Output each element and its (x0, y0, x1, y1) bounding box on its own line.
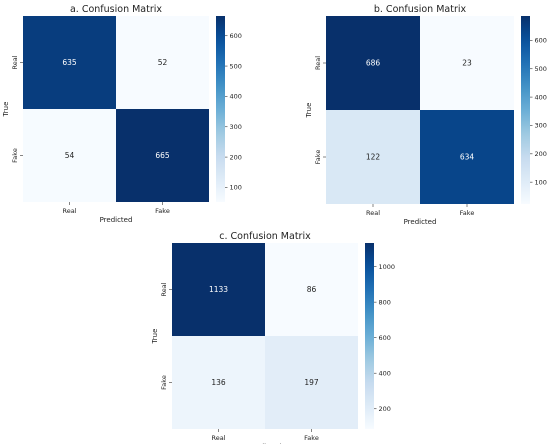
x-tick-label: Fake (304, 434, 319, 442)
chart-title: b. Confusion Matrix (374, 4, 467, 15)
heatmap-cell (116, 16, 209, 109)
cell-value-label: 122 (366, 153, 381, 162)
heatmap-cell (116, 109, 209, 202)
cell-value-label: 136 (211, 378, 226, 387)
heatmap-cell (172, 336, 265, 429)
colorbar (365, 243, 374, 429)
cell-value-label: 86 (307, 285, 317, 294)
cell-value-label: 52 (158, 58, 168, 67)
y-axis-label: True (2, 102, 10, 118)
colorbar (521, 16, 530, 204)
colorbar-tick-label: 400 (535, 93, 547, 101)
heatmap-cell (326, 16, 420, 110)
x-tick-label: Fake (155, 207, 170, 215)
colorbar-tick-label: 500 (535, 65, 547, 73)
colorbar-tick-label: 500 (230, 62, 242, 70)
x-axis-label: Predicted (100, 216, 133, 224)
chart-title: c. Confusion Matrix (219, 231, 311, 242)
colorbar-tick-label: 1000 (379, 263, 396, 271)
heatmap-cell (172, 243, 265, 336)
x-tick-label: Real (62, 207, 76, 215)
colorbar-tick-label: 200 (379, 405, 391, 413)
y-tick-label: Real (11, 55, 19, 69)
heatmap-cell (23, 109, 116, 202)
y-axis-label: True (151, 329, 159, 345)
x-tick-label: Real (211, 434, 225, 442)
colorbar-tick-label: 100 (535, 178, 547, 186)
colorbar-tick-label: 600 (535, 37, 547, 45)
chart-title: a. Confusion Matrix (70, 4, 162, 15)
heatmap-cell (420, 16, 514, 110)
colorbar-tick-label: 300 (230, 123, 242, 131)
colorbar-tick-label: 100 (230, 184, 242, 192)
heatmap-cell (265, 243, 358, 336)
y-axis-label: True (305, 103, 313, 119)
cell-value-label: 54 (65, 151, 75, 160)
heatmap-cell (420, 110, 514, 204)
cell-value-label: 1133 (209, 285, 228, 294)
colorbar-tick-label: 200 (230, 153, 242, 161)
x-tick-label: Fake (460, 209, 475, 217)
y-tick-label: Real (314, 56, 322, 70)
x-tick-label: Real (366, 209, 380, 217)
cell-value-label: 665 (155, 151, 170, 160)
heatmap-cell (23, 16, 116, 109)
heatmap-cell (265, 336, 358, 429)
y-tick-label: Fake (160, 375, 168, 390)
cell-value-label: 23 (462, 59, 472, 68)
cell-value-label: 197 (304, 378, 319, 387)
colorbar-tick-label: 800 (379, 298, 391, 306)
colorbar-tick-label: 200 (535, 150, 547, 158)
confusion-matrix-panel-a: a. Confusion Matrix 635 52 54 665 Real Fake Rea… (2, 4, 242, 224)
heatmap-cell (326, 110, 420, 204)
cell-value-label: 634 (460, 153, 475, 162)
colorbar-tick-label: 300 (535, 122, 547, 130)
cell-value-label: 635 (62, 58, 77, 67)
confusion-matrix-panel-c: c. Confusion Matrix 1133 86 136 197 Real Fake R… (151, 231, 395, 444)
x-axis-label: Predicted (404, 218, 437, 226)
colorbar-tick-label: 400 (379, 369, 391, 377)
colorbar-tick-label: 400 (230, 93, 242, 101)
colorbar (216, 16, 225, 202)
y-tick-label: Fake (314, 150, 322, 165)
y-tick-label: Fake (11, 148, 19, 163)
colorbar-tick-label: 600 (379, 334, 391, 342)
cell-value-label: 686 (366, 59, 381, 68)
colorbar-tick-label: 600 (230, 32, 242, 40)
y-tick-label: Real (160, 282, 168, 296)
confusion-matrix-panel-b: b. Confusion Matrix 686 23 122 634 Real Fake Re… (305, 4, 547, 226)
